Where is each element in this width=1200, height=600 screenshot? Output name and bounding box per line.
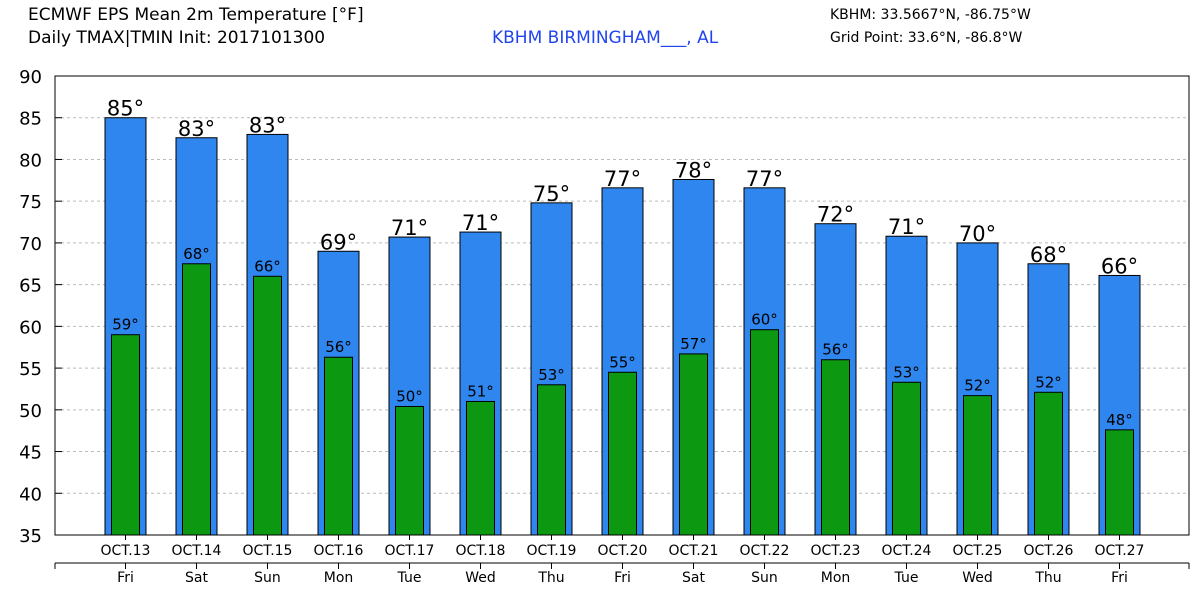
tmin-bar [750, 329, 779, 536]
station-coordinates: KBHM: 33.5667°N, -86.75°W [830, 7, 1031, 23]
x-day-label: Fri [1111, 570, 1128, 586]
tmin-value-label: 60° [751, 311, 778, 329]
tmax-value-label: 83° [249, 113, 286, 137]
tmax-value-label: 70° [959, 222, 996, 246]
y-tick-label: 85 [19, 109, 42, 130]
y-tick-label: 65 [19, 276, 42, 297]
x-date-label: OCT.25 [953, 543, 1003, 559]
x-day-label: Wed [465, 570, 496, 586]
tmin-value-label: 56° [822, 341, 849, 359]
tmax-value-label: 66° [1101, 254, 1138, 278]
tmax-value-label: 78° [675, 158, 712, 182]
tmin-value-label: 51° [467, 382, 494, 400]
x-date-label: OCT.27 [1095, 543, 1145, 559]
tmin-bar [466, 400, 495, 536]
y-tick-label: 75 [19, 192, 42, 213]
tmin-bar [324, 356, 353, 536]
tmin-value-label: 48° [1106, 411, 1133, 429]
tmin-bar [111, 334, 140, 536]
tmin-value-label: 56° [325, 338, 352, 356]
x-date-label: OCT.13 [101, 543, 151, 559]
x-day-label: Tue [894, 570, 919, 586]
x-day-label: Mon [324, 570, 354, 586]
y-tick-label: 90 [19, 67, 42, 88]
tmax-value-label: 71° [462, 211, 499, 235]
x-day-label: Fri [117, 570, 134, 586]
tmin-value-label: 52° [1035, 373, 1062, 391]
tmin-value-label: 53° [538, 366, 565, 384]
tmax-value-label: 75° [533, 182, 570, 206]
tmin-bar [253, 275, 282, 536]
tmin-value-label: 52° [964, 377, 991, 395]
tmin-value-label: 50° [396, 387, 423, 405]
tmax-value-label: 77° [746, 167, 783, 191]
tmin-bar [182, 263, 211, 536]
x-day-label: Fri [614, 570, 631, 586]
y-tick-label: 60 [19, 317, 42, 338]
x-date-label: OCT.14 [172, 543, 222, 559]
tmin-bar [963, 395, 992, 536]
y-tick-label: 40 [19, 484, 42, 505]
x-date-label: OCT.18 [456, 543, 506, 559]
tmin-value-label: 66° [254, 257, 281, 275]
tmax-value-label: 77° [604, 167, 641, 191]
tmax-value-label: 69° [320, 230, 357, 254]
tmin-bar [537, 384, 566, 536]
tmin-value-label: 53° [893, 363, 920, 381]
tmax-value-label: 71° [888, 215, 925, 239]
x-date-label: OCT.26 [1024, 543, 1074, 559]
x-day-label: Mon [821, 570, 851, 586]
x-date-label: OCT.23 [811, 543, 861, 559]
x-date-label: OCT.22 [740, 543, 790, 559]
x-day-label: Sat [682, 570, 705, 586]
x-day-label: Tue [397, 570, 422, 586]
tmin-bar [608, 371, 637, 536]
tmin-bar [1105, 429, 1134, 536]
tmin-bar [679, 353, 708, 536]
x-day-label: Thu [537, 570, 564, 586]
x-day-label: Sat [185, 570, 208, 586]
tmax-value-label: 68° [1030, 243, 1067, 267]
grid-point-coordinates: Grid Point: 33.6°N, -86.8°W [830, 30, 1023, 46]
x-day-label: Sun [254, 570, 281, 586]
location-label: KBHM BIRMINGHAM___, AL [492, 28, 719, 48]
tmax-value-label: 83° [178, 117, 215, 141]
y-tick-label: 70 [19, 234, 42, 255]
y-tick-label: 80 [19, 150, 42, 171]
tmax-value-label: 85° [107, 97, 144, 121]
y-tick-label: 55 [19, 359, 42, 380]
tmax-value-label: 71° [391, 216, 428, 240]
tmin-value-label: 59° [112, 316, 139, 334]
x-date-label: OCT.17 [385, 543, 435, 559]
x-day-label: Sun [751, 570, 778, 586]
tmin-value-label: 55° [609, 353, 636, 371]
x-date-label: OCT.24 [882, 543, 932, 559]
tmin-value-label: 57° [680, 335, 707, 353]
y-tick-label: 45 [19, 443, 42, 464]
tmin-bar [892, 381, 921, 536]
x-date-label: OCT.16 [314, 543, 364, 559]
x-day-label: Wed [962, 570, 993, 586]
tmin-bar [1034, 391, 1063, 536]
y-tick-label: 35 [19, 526, 42, 547]
x-date-label: OCT.19 [527, 543, 577, 559]
y-tick-label: 50 [19, 401, 42, 422]
tmin-bar [395, 405, 424, 536]
chart-title-line1: ECMWF EPS Mean 2m Temperature [°F] [28, 5, 364, 25]
tmin-value-label: 68° [183, 245, 210, 263]
tmax-value-label: 72° [817, 203, 854, 227]
x-date-label: OCT.21 [669, 543, 719, 559]
tmin-bar [821, 359, 850, 536]
x-day-label: Thu [1034, 570, 1061, 586]
x-date-label: OCT.15 [243, 543, 293, 559]
chart-title-line2: Daily TMAX|TMIN Init: 2017101300 [28, 28, 326, 48]
x-date-label: OCT.20 [598, 543, 648, 559]
